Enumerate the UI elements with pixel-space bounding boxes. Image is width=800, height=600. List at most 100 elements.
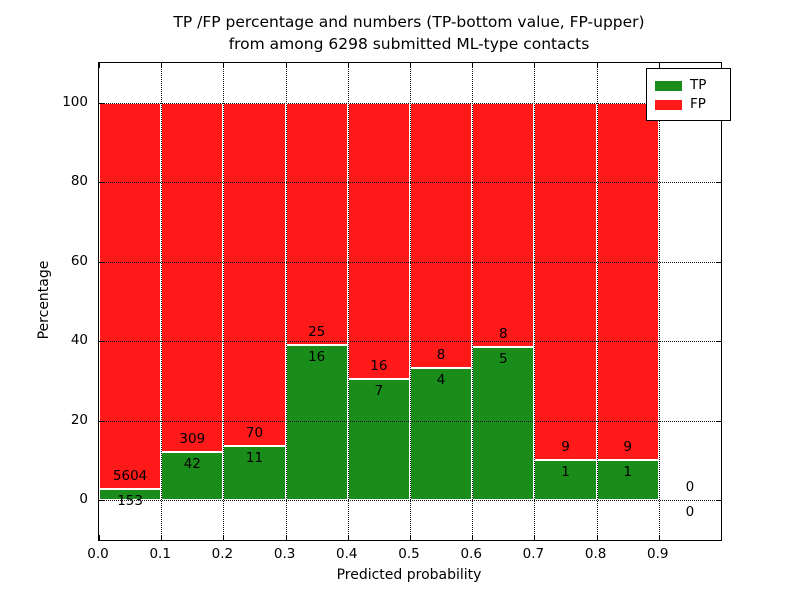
y-tick-label: 40 [70,332,88,348]
chart-title-line1: TP /FP percentage and numbers (TP-bottom… [173,13,645,31]
bar-tp [410,367,473,500]
bar-fp [285,102,348,345]
x-tick [161,535,163,540]
y-tick [716,261,721,263]
gridline-v [285,63,287,540]
y-tick [716,500,721,501]
fp-count-label: 309 [179,431,206,448]
bar-tp [472,347,535,500]
bar-tp [161,452,224,500]
y-tick-label: 100 [62,93,88,110]
x-tick [410,63,411,68]
y-axis-label: Percentage [36,260,52,340]
legend-item-tp: TP [655,77,723,94]
tp-count-label: 1 [561,464,570,481]
y-tick [99,341,104,342]
x-tick [99,63,100,68]
x-tick-label: 0.6 [460,546,482,562]
x-tick-label: 0.7 [522,546,545,562]
gridline-v [347,63,349,540]
tp-count-label: 11 [245,450,264,467]
fp-swatch-icon [655,99,682,110]
gridline-v [658,63,660,540]
x-tick [472,63,474,68]
y-tick [716,420,721,422]
x-tick [472,535,474,540]
tp-count-label: 7 [374,383,384,400]
bar-tp [596,460,659,500]
bar-fp [410,102,473,368]
y-tick-label: 60 [70,252,88,269]
y-tick [99,182,104,183]
tp-count-label: 0 [685,504,695,520]
bar-tp [347,379,410,500]
legend-item-fp: FP [655,96,723,113]
chart-title-line2: from among 6298 submitted ML-type contac… [228,35,590,53]
fp-count-label: 5604 [112,468,148,485]
fp-count-label: 8 [436,346,446,363]
fp-count-label: 70 [245,425,264,442]
x-tick-label: 0.2 [211,546,234,562]
y-tick [99,420,104,422]
fp-count-label: 16 [370,358,388,375]
x-tick-label: 0.4 [336,546,358,562]
x-tick-label: 0.9 [647,546,669,562]
bar-fp [223,102,286,447]
x-tick [658,535,660,540]
bar-fp [472,102,535,348]
chart-title: TP /FP percentage and numbers (TP-bottom… [98,11,720,55]
x-tick [223,535,225,540]
x-tick [410,535,411,540]
bar-fp [347,102,410,380]
x-tick [596,535,598,540]
bar-tp [99,489,162,500]
x-tick [285,63,287,68]
gridline-v [161,63,163,540]
gridline-v [596,63,598,540]
y-tick [716,341,721,342]
bar-fp [534,102,597,461]
x-tick [223,63,225,68]
fp-count-label: 0 [685,479,695,495]
x-tick [658,63,660,68]
bar-fp [596,102,659,461]
bar-fp [99,102,162,490]
x-tick [347,63,349,68]
fp-count-label: 25 [308,323,326,340]
x-tick [99,535,100,540]
x-tick [534,63,536,68]
plot-area: 5604 153 309 42 70 11 25 16 16 7 8 4 8 5 9 1 9 1 0 0 TP FP [98,62,731,541]
gridline-v [472,63,474,540]
y-tick-label: 80 [70,173,88,189]
x-tick-label: 0.0 [87,546,109,562]
fp-count-label: 9 [623,439,632,456]
x-tick-label: 0.3 [273,546,296,562]
tp-count-label: 5 [499,351,508,368]
x-tick [534,535,536,540]
tp-count-label: 42 [183,456,201,473]
y-tick [99,102,104,104]
tp-count-label: 153 [117,493,143,510]
x-tick-label: 0.8 [584,546,607,562]
x-tick [596,63,598,68]
gridline-v [410,63,411,540]
x-tick-label: 0.5 [398,546,420,562]
fp-count-label: 8 [499,326,508,343]
y-tick [99,261,104,263]
tp-count-label: 16 [308,348,326,365]
gridline-v [534,63,536,540]
y-tick [716,182,721,183]
bar-fp [161,102,224,453]
y-tick-label: 0 [79,491,88,507]
x-tick [161,63,163,68]
y-tick [99,500,104,501]
bar-tp [285,344,348,500]
fp-count-label: 9 [561,439,570,456]
tp-count-label: 1 [623,464,632,481]
x-tick [285,535,287,540]
legend-label-fp: FP [690,96,706,112]
x-tick-label: 0.1 [149,546,171,562]
gridline-v [223,63,225,540]
x-axis-label: Predicted probability [336,567,482,583]
